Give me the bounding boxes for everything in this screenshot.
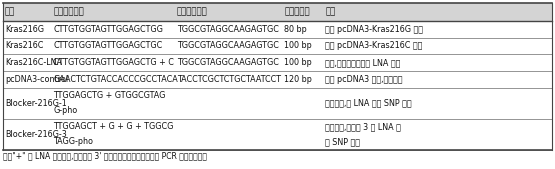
Text: 注："+" 为 LNA 修饰碱基,阻滞探针 3' 端用磷酸化修饰以防止其在 PCR 反应中延伸。: 注："+" 为 LNA 修饰碱基,阻滞探针 3' 端用磷酸化修饰以防止其在 PC… xyxy=(3,151,207,160)
Text: 产物终长度: 产物终长度 xyxy=(284,7,310,16)
Text: 饰 SNP 位点: 饰 SNP 位点 xyxy=(325,137,360,146)
Text: Kras216C: Kras216C xyxy=(5,41,43,51)
Bar xyxy=(3,3,552,21)
Text: Blocker-216G-3: Blocker-216G-3 xyxy=(5,130,67,139)
Text: TACCTCGCTCTGCTAATCCT: TACCTCGCTCTGCTAATCCT xyxy=(177,75,281,84)
Text: 对应 pcDNA3-Kras216G 模板: 对应 pcDNA3-Kras216G 模板 xyxy=(325,25,423,34)
Text: 左侧杂交序列: 左侧杂交序列 xyxy=(53,7,84,16)
Text: 对应 pcDNA3-Kras216C 模板: 对应 pcDNA3-Kras216C 模板 xyxy=(325,41,423,51)
Text: 阻滞探针,用 LNA 修饰 SNP 位点: 阻滞探针,用 LNA 修饰 SNP 位点 xyxy=(325,99,412,108)
Text: 探针: 探针 xyxy=(5,7,15,16)
Text: CTTGTGGTAGTTGGAGCTGG: CTTGTGGTAGTTGGAGCTGG xyxy=(53,25,163,34)
Text: 说明: 说明 xyxy=(325,7,336,16)
Text: 右侧杂交序列: 右侧杂交序列 xyxy=(177,7,208,16)
Text: 100 bp: 100 bp xyxy=(284,41,312,51)
Text: 80 bp: 80 bp xyxy=(284,25,307,34)
Text: G-pho: G-pho xyxy=(53,106,78,115)
Text: TTGGAGCT + G + G + TGGCG: TTGGAGCT + G + G + TGGCG xyxy=(53,122,174,131)
Text: GAACTCTGTACCACCCGCCTACA: GAACTCTGTACCACCCGCCTACA xyxy=(53,75,178,84)
Text: 同上,最后一位碱基用 LNA 修饰: 同上,最后一位碱基用 LNA 修饰 xyxy=(325,58,401,67)
Text: TTGGAGCTG + GTGGCGTAG: TTGGAGCTG + GTGGCGTAG xyxy=(53,91,166,100)
Text: 120 bp: 120 bp xyxy=(284,75,312,84)
Text: TGGCGTAGGCAAGAGTGC: TGGCGTAGGCAAGAGTGC xyxy=(177,41,279,51)
Text: TGGCGTAGGCAAGAGTGC: TGGCGTAGGCAAGAGTGC xyxy=(177,58,279,67)
Text: pcDNA3-control: pcDNA3-control xyxy=(5,75,68,84)
Text: TGGCGTAGGCAAGAGTGC: TGGCGTAGGCAAGAGTGC xyxy=(177,25,279,34)
Text: Kras216C-LNA: Kras216C-LNA xyxy=(5,58,62,67)
Text: TAGG-pho: TAGG-pho xyxy=(53,137,93,146)
Text: 对应 pcDNA3 质粒,作为内参: 对应 pcDNA3 质粒,作为内参 xyxy=(325,75,403,84)
Text: 100 bp: 100 bp xyxy=(284,58,312,67)
Text: CTTGTGGTAGTTGGAGCTGC: CTTGTGGTAGTTGGAGCTGC xyxy=(53,41,163,51)
Text: Kras216G: Kras216G xyxy=(5,25,44,34)
Text: 阻滞探针,用连续 3 个 LNA 修: 阻滞探针,用连续 3 个 LNA 修 xyxy=(325,122,401,131)
Text: Blocker-216G-1: Blocker-216G-1 xyxy=(5,99,67,108)
Text: CTTGTGGTAGTTGGAGCTG + C: CTTGTGGTAGTTGGAGCTG + C xyxy=(53,58,174,67)
